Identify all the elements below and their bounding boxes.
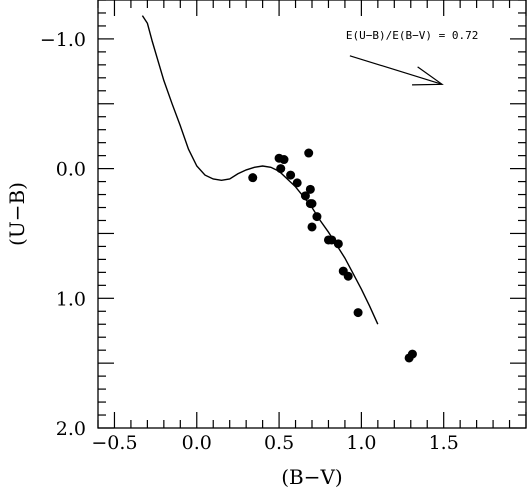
y-tick-label: 1.0	[56, 288, 86, 310]
data-points	[248, 148, 417, 363]
data-point	[286, 170, 296, 180]
axis-ticks	[97, 0, 527, 429]
data-point	[312, 212, 322, 222]
reddening-label: E(U−B)/E(B−V) = 0.72	[346, 29, 478, 42]
y-tick-label: 0.0	[56, 159, 86, 181]
data-point	[353, 308, 363, 318]
y-tick-label: 2.0	[56, 418, 86, 440]
data-point	[407, 349, 417, 359]
data-point	[279, 155, 289, 165]
data-point	[307, 199, 317, 209]
data-point	[276, 164, 286, 174]
reddening-vector-arrow	[349, 55, 443, 85]
x-axis-title: (B−V)	[281, 465, 343, 489]
data-point	[292, 178, 302, 188]
plot-frame	[97, 0, 527, 429]
x-tick-label: −0.5	[91, 432, 137, 454]
tick-labels: −0.5 0.0 0.5 1.0 1.5 −1.0 0.0 1.0 2.0	[40, 29, 459, 454]
data-point	[327, 235, 337, 245]
reddening-vector-arrowhead	[412, 66, 444, 86]
data-point	[333, 239, 343, 249]
data-point	[304, 148, 314, 158]
data-point	[305, 184, 315, 194]
intrinsic-sequence-line	[141, 15, 379, 325]
data-point	[307, 222, 317, 232]
data-point	[300, 191, 310, 201]
x-tick-label: 0.0	[182, 432, 212, 454]
y-axis-title: (U−B)	[5, 182, 29, 246]
x-tick-label: 1.0	[346, 432, 376, 454]
y-tick-label: −1.0	[40, 29, 86, 51]
data-point	[248, 173, 258, 183]
x-tick-label: 1.5	[429, 432, 459, 454]
x-tick-label: 0.5	[264, 432, 294, 454]
data-point	[343, 271, 353, 281]
